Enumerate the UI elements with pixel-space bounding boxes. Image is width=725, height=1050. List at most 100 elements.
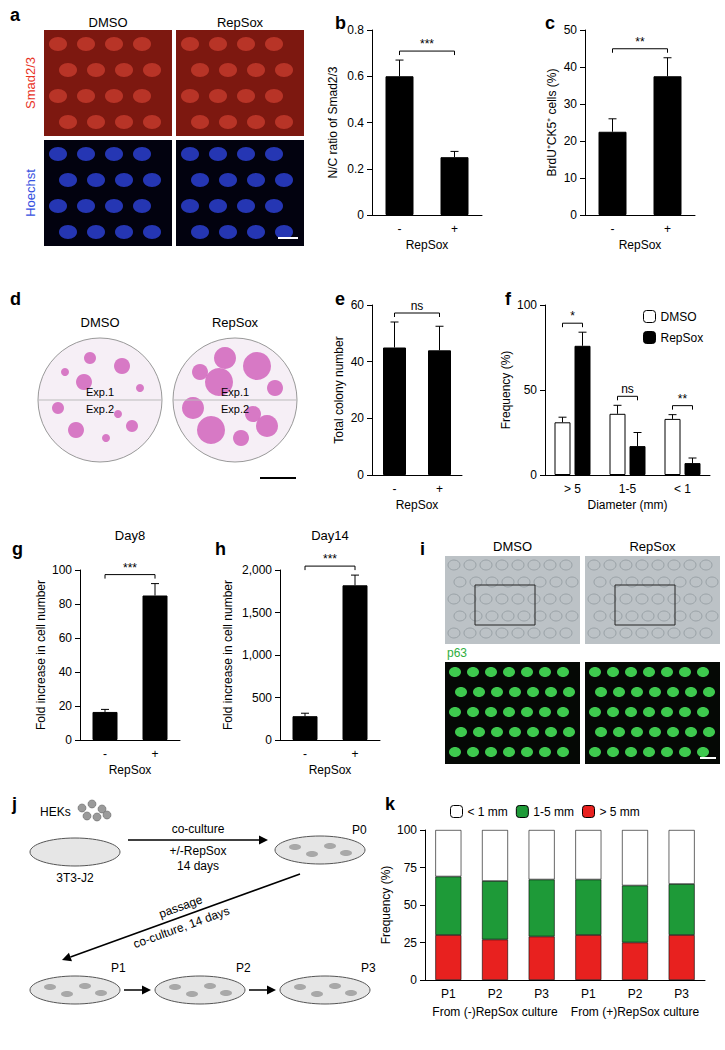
svg-text:-: -	[398, 222, 402, 236]
svg-text:< 1: < 1	[674, 482, 691, 496]
svg-text:**: **	[635, 35, 645, 49]
svg-text:1,500: 1,500	[242, 606, 272, 620]
svg-text:N/C ratio of Smad2/3: N/C ratio of Smad2/3	[326, 66, 340, 178]
svg-text:P2: P2	[236, 961, 251, 975]
svg-text:P1: P1	[441, 987, 456, 1001]
svg-text:b: b	[335, 13, 346, 33]
svg-text:0.6: 0.6	[347, 69, 364, 83]
svg-text:P2: P2	[628, 987, 643, 1001]
svg-text:RepSox: RepSox	[217, 15, 264, 30]
svg-text:0: 0	[570, 208, 577, 222]
svg-text:Exp.2: Exp.2	[221, 403, 249, 415]
svg-text:80: 80	[59, 597, 73, 611]
svg-text:P1: P1	[581, 987, 596, 1001]
svg-text:P2: P2	[488, 987, 503, 1001]
svg-text:60: 60	[351, 298, 365, 312]
svg-text:d: d	[10, 289, 21, 309]
svg-text:-: -	[611, 222, 615, 236]
svg-text:Fold increase in cell number: Fold increase in cell number	[221, 580, 235, 730]
svg-text:***: ***	[420, 37, 434, 51]
svg-text:f: f	[505, 289, 512, 309]
svg-text:25: 25	[404, 936, 418, 950]
svg-text:60: 60	[59, 631, 73, 645]
svg-text:DMSO: DMSO	[661, 310, 697, 324]
svg-text:Day14: Day14	[311, 528, 349, 543]
svg-text:h: h	[215, 539, 226, 559]
svg-text:Hoechst: Hoechst	[23, 169, 38, 217]
svg-text:co-culture, 14 days: co-culture, 14 days	[131, 904, 231, 952]
svg-text:RepSox: RepSox	[619, 238, 662, 252]
svg-text:-: -	[393, 482, 397, 496]
svg-text:**: **	[678, 392, 688, 406]
svg-text:20: 20	[351, 411, 365, 425]
svg-text:P0: P0	[352, 823, 367, 837]
svg-text:> 5: > 5	[564, 482, 581, 496]
svg-text:Smad2/3: Smad2/3	[23, 57, 38, 109]
svg-text:1-5: 1-5	[619, 482, 637, 496]
svg-text:Exp.1: Exp.1	[86, 386, 114, 398]
svg-text:14 days: 14 days	[177, 859, 219, 873]
svg-text:RepSox: RepSox	[109, 763, 152, 777]
svg-text:> 5 mm: > 5 mm	[600, 805, 640, 819]
svg-text:2,000: 2,000	[242, 563, 272, 577]
svg-text:Total colony number: Total colony number	[332, 336, 346, 443]
svg-text:+: +	[151, 747, 158, 761]
svg-text:30: 30	[564, 97, 578, 111]
svg-text:j: j	[11, 794, 17, 814]
svg-text:Exp.1: Exp.1	[221, 386, 249, 398]
svg-text:g: g	[12, 539, 23, 559]
svg-text:100: 100	[517, 298, 537, 312]
svg-text:DMSO: DMSO	[493, 539, 532, 554]
svg-text:RepSox: RepSox	[629, 539, 676, 554]
svg-text:75: 75	[404, 861, 418, 875]
svg-text:Frequency (%): Frequency (%)	[379, 866, 393, 945]
svg-text:P1: P1	[111, 961, 126, 975]
svg-text:DMSO: DMSO	[89, 15, 128, 30]
svg-text:40: 40	[564, 60, 578, 74]
svg-text:co-culture: co-culture	[172, 822, 225, 836]
svg-text:P3: P3	[534, 987, 549, 1001]
svg-text:0: 0	[410, 973, 417, 987]
svg-text:-: -	[103, 747, 107, 761]
svg-text:e: e	[335, 289, 345, 309]
svg-text:Diameter (mm): Diameter (mm)	[588, 498, 668, 512]
svg-text:0.8: 0.8	[347, 23, 364, 37]
svg-text:20: 20	[564, 134, 578, 148]
svg-text:3T3-J2: 3T3-J2	[56, 871, 94, 885]
svg-text:50: 50	[404, 898, 418, 912]
svg-text:Fold increase in cell number: Fold increase in cell number	[34, 580, 48, 730]
svg-text:***: ***	[123, 561, 137, 575]
svg-text:ns: ns	[411, 299, 424, 313]
svg-text:0.2: 0.2	[347, 162, 364, 176]
svg-text:i: i	[420, 539, 425, 559]
svg-text:RepSox: RepSox	[396, 498, 439, 512]
svg-text:40: 40	[59, 665, 73, 679]
svg-text:Exp.2: Exp.2	[86, 403, 114, 415]
svg-text:RepSox: RepSox	[661, 331, 704, 345]
svg-text:50: 50	[524, 383, 538, 397]
svg-text:DMSO: DMSO	[81, 315, 120, 330]
svg-text:From (-)RepSox culture: From (-)RepSox culture	[432, 1005, 558, 1019]
svg-text:RepSox: RepSox	[406, 238, 449, 252]
svg-text:From (+)RepSox culture: From (+)RepSox culture	[571, 1005, 700, 1019]
svg-text:1-5 mm: 1-5 mm	[533, 805, 574, 819]
svg-text:HEKs: HEKs	[40, 805, 71, 819]
svg-text:ns: ns	[621, 382, 634, 396]
svg-text:k: k	[385, 794, 396, 814]
svg-text:+: +	[436, 482, 443, 496]
svg-text:Day8: Day8	[115, 528, 145, 543]
svg-text:P3: P3	[361, 961, 376, 975]
svg-text:0: 0	[530, 468, 537, 482]
svg-text:0: 0	[357, 208, 364, 222]
svg-text:*: *	[570, 309, 575, 323]
svg-text:0: 0	[357, 468, 364, 482]
svg-text:+: +	[451, 222, 458, 236]
svg-text:c: c	[545, 13, 555, 33]
svg-text:+: +	[351, 747, 358, 761]
svg-text:Frequency (%): Frequency (%)	[499, 351, 513, 430]
svg-text:P3: P3	[674, 987, 689, 1001]
svg-text:0: 0	[265, 733, 272, 747]
svg-text:0: 0	[65, 733, 72, 747]
svg-text:RepSox: RepSox	[309, 763, 352, 777]
svg-text:50: 50	[564, 23, 578, 37]
